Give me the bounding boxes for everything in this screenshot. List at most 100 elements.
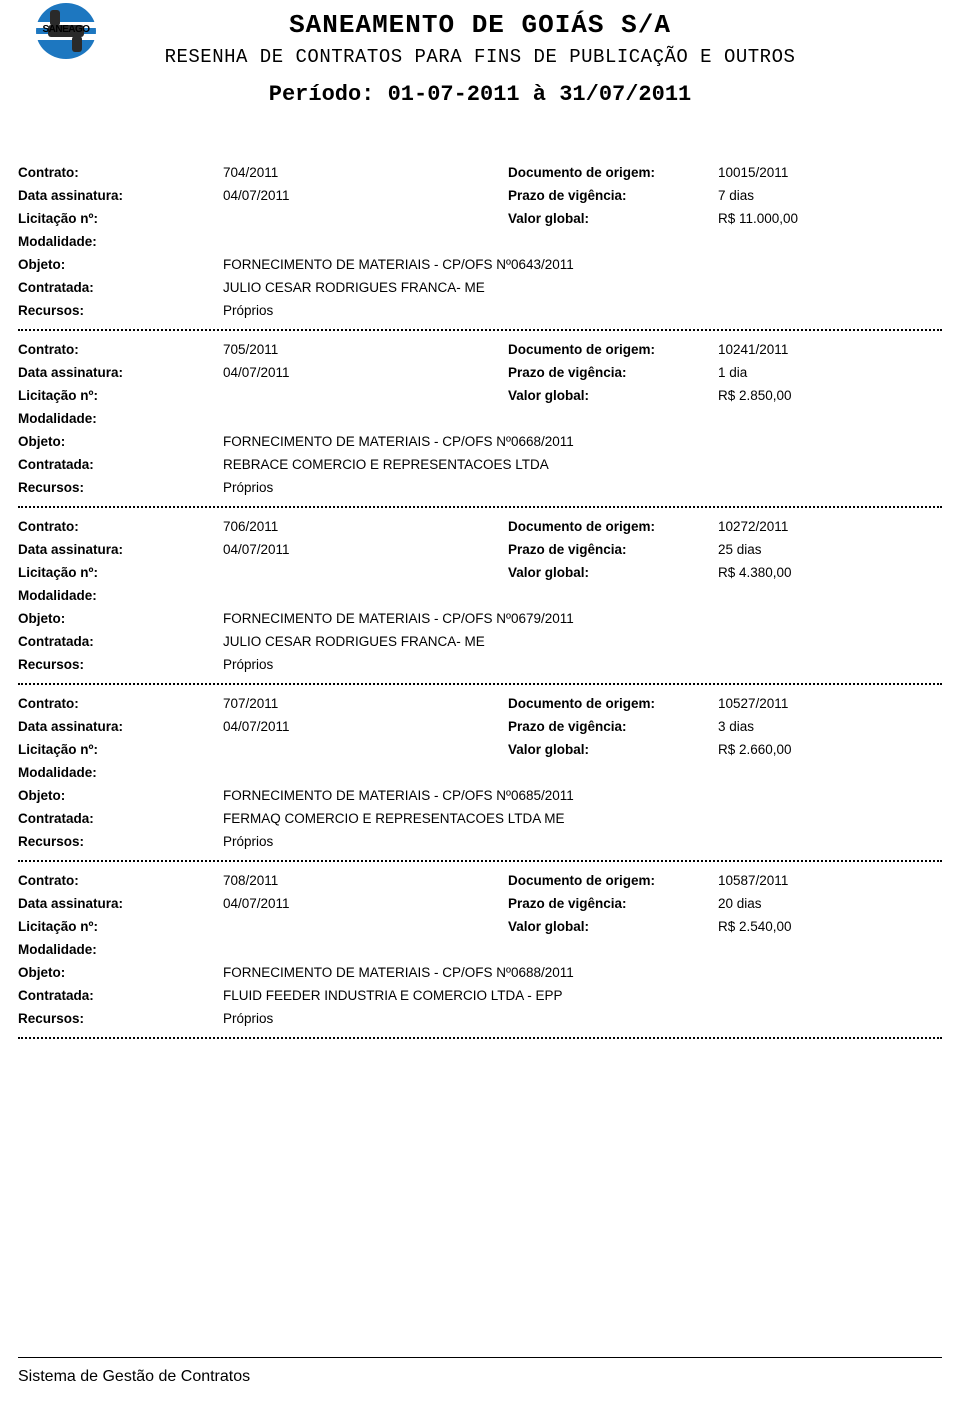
- page: SANEAGO SANEAMENTO DE GOIÁS S/A RESENHA …: [0, 0, 960, 1406]
- label-recursos: Recursos:: [18, 299, 223, 322]
- value-licitacao: [223, 915, 508, 938]
- dotted-divider: [18, 506, 942, 508]
- value-contratada: FLUID FEEDER INDUSTRIA E COMERCIO LTDA -…: [223, 984, 942, 1007]
- label-modalidade: Modalidade:: [18, 938, 223, 961]
- value-data-assinatura: 04/07/2011: [223, 361, 508, 384]
- label-objeto: Objeto:: [18, 961, 223, 984]
- row-modalidade: Modalidade:: [18, 407, 942, 430]
- value-contratada: JULIO CESAR RODRIGUES FRANCA- ME: [223, 630, 942, 653]
- row-licitacao: Licitação nº: Valor global:R$ 4.380,00: [18, 561, 942, 584]
- label-recursos: Recursos:: [18, 476, 223, 499]
- row-data-assinatura: Data assinatura:04/07/2011Prazo de vigên…: [18, 361, 942, 384]
- value-data-assinatura: 04/07/2011: [223, 538, 508, 561]
- value-licitacao: [223, 561, 508, 584]
- value-valor-global: R$ 2.850,00: [718, 384, 942, 407]
- value-documento-origem: 10527/2011: [718, 692, 942, 715]
- label-data-assinatura: Data assinatura:: [18, 715, 223, 738]
- label-contrato: Contrato:: [18, 338, 223, 361]
- row-contrato: Contrato:706/2011Documento de origem:102…: [18, 515, 942, 538]
- label-contrato: Contrato:: [18, 869, 223, 892]
- dotted-divider: [18, 860, 942, 862]
- label-contratada: Contratada:: [18, 984, 223, 1007]
- row-contrato: Contrato:705/2011Documento de origem:102…: [18, 338, 942, 361]
- row-data-assinatura: Data assinatura:04/07/2011Prazo de vigên…: [18, 184, 942, 207]
- value-contrato: 707/2011: [223, 692, 508, 715]
- row-objeto: Objeto:FORNECIMENTO DE MATERIAIS - CP/OF…: [18, 253, 942, 276]
- dotted-divider: [18, 329, 942, 331]
- label-contrato: Contrato:: [18, 515, 223, 538]
- label-contrato: Contrato:: [18, 692, 223, 715]
- label-documento-origem: Documento de origem:: [508, 692, 718, 715]
- value-objeto: FORNECIMENTO DE MATERIAIS - CP/OFS Nº067…: [223, 607, 942, 630]
- value-modalidade: [223, 407, 942, 430]
- value-contrato: 704/2011: [223, 161, 508, 184]
- value-data-assinatura: 04/07/2011: [223, 184, 508, 207]
- row-data-assinatura: Data assinatura:04/07/2011Prazo de vigên…: [18, 538, 942, 561]
- row-licitacao: Licitação nº:Valor global:R$ 2.850,00: [18, 384, 942, 407]
- value-modalidade: [223, 230, 942, 253]
- row-licitacao: Licitação nº:Valor global:R$ 11.000,00: [18, 207, 942, 230]
- value-modalidade: [223, 761, 942, 784]
- company-logo: SANEAGO: [26, 2, 106, 35]
- label-licitacao: Licitação nº:: [18, 207, 223, 230]
- row-objeto: Objeto:FORNECIMENTO DE MATERIAIS - CP/OF…: [18, 607, 942, 630]
- report-header: SANEAGO SANEAMENTO DE GOIÁS S/A RESENHA …: [0, 0, 960, 107]
- value-valor-global: R$ 4.380,00: [718, 561, 942, 584]
- label-objeto: Objeto:: [18, 607, 223, 630]
- label-valor-global: Valor global:: [508, 738, 718, 761]
- dotted-divider: [18, 683, 942, 685]
- row-data-assinatura: Data assinatura:04/07/2011Prazo de vigên…: [18, 892, 942, 915]
- row-recursos: Recursos:Próprios: [18, 476, 942, 499]
- row-contratada: Contratada:FLUID FEEDER INDUSTRIA E COME…: [18, 984, 942, 1007]
- row-data-assinatura: Data assinatura:04/07/2011Prazo de vigên…: [18, 715, 942, 738]
- label-modalidade: Modalidade:: [18, 584, 223, 607]
- label-contratada: Contratada:: [18, 630, 223, 653]
- label-prazo-vigencia: Prazo de vigência:: [508, 715, 718, 738]
- label-data-assinatura: Data assinatura:: [18, 538, 223, 561]
- row-contratada: Contratada:JULIO CESAR RODRIGUES FRANCA-…: [18, 276, 942, 299]
- value-recursos: Próprios: [223, 1007, 942, 1030]
- contract-block: Contrato:705/2011Documento de origem:102…: [18, 338, 942, 499]
- row-objeto: Objeto:FORNECIMENTO DE MATERIAIS - CP/OF…: [18, 961, 942, 984]
- report-subtitle: RESENHA DE CONTRATOS PARA FINS DE PUBLIC…: [0, 46, 960, 68]
- value-prazo-vigencia: 7 dias: [718, 184, 942, 207]
- value-licitacao: [223, 207, 508, 230]
- value-valor-global: R$ 2.660,00: [718, 738, 942, 761]
- value-objeto: FORNECIMENTO DE MATERIAIS - CP/OFS Nº066…: [223, 430, 942, 453]
- report-title: SANEAMENTO DE GOIÁS S/A: [0, 10, 960, 40]
- label-valor-global: Valor global:: [508, 561, 718, 584]
- row-contratada: Contratada:FERMAQ COMERCIO E REPRESENTAC…: [18, 807, 942, 830]
- label-data-assinatura: Data assinatura:: [18, 361, 223, 384]
- label-contrato: Contrato:: [18, 161, 223, 184]
- value-prazo-vigencia: 20 dias: [718, 892, 942, 915]
- label-licitacao: Licitação nº:: [18, 561, 223, 584]
- label-documento-origem: Documento de origem:: [508, 869, 718, 892]
- value-documento-origem: 10587/2011: [718, 869, 942, 892]
- label-valor-global: Valor global:: [508, 915, 718, 938]
- contracts-list: Contrato:704/2011Documento de origem:100…: [0, 161, 960, 1039]
- value-contrato: 705/2011: [223, 338, 508, 361]
- row-licitacao: Licitação nº:Valor global:R$ 2.660,00: [18, 738, 942, 761]
- row-recursos: Recursos:Próprios: [18, 653, 942, 676]
- row-contrato: Contrato:704/2011Documento de origem:100…: [18, 161, 942, 184]
- value-modalidade: [223, 938, 942, 961]
- value-licitacao: [223, 384, 508, 407]
- row-recursos: Recursos:Próprios: [18, 830, 942, 853]
- label-data-assinatura: Data assinatura:: [18, 892, 223, 915]
- value-contrato: 708/2011: [223, 869, 508, 892]
- label-valor-global: Valor global:: [508, 384, 718, 407]
- row-objeto: Objeto:FORNECIMENTO DE MATERIAIS - CP/OF…: [18, 430, 942, 453]
- row-contrato: Contrato:707/2011Documento de origem:105…: [18, 692, 942, 715]
- value-valor-global: R$ 2.540,00: [718, 915, 942, 938]
- value-documento-origem: 10015/2011: [718, 161, 942, 184]
- label-valor-global: Valor global:: [508, 207, 718, 230]
- label-contratada: Contratada:: [18, 276, 223, 299]
- row-licitacao: Licitação nº:Valor global:R$ 2.540,00: [18, 915, 942, 938]
- row-modalidade: Modalidade:: [18, 761, 942, 784]
- contract-block: Contrato:704/2011Documento de origem:100…: [18, 161, 942, 322]
- row-modalidade: Modalidade:: [18, 584, 942, 607]
- value-recursos: Próprios: [223, 476, 942, 499]
- row-recursos: Recursos:Próprios: [18, 299, 942, 322]
- row-objeto: Objeto:FORNECIMENTO DE MATERIAIS - CP/OF…: [18, 784, 942, 807]
- dotted-divider: [18, 1037, 942, 1039]
